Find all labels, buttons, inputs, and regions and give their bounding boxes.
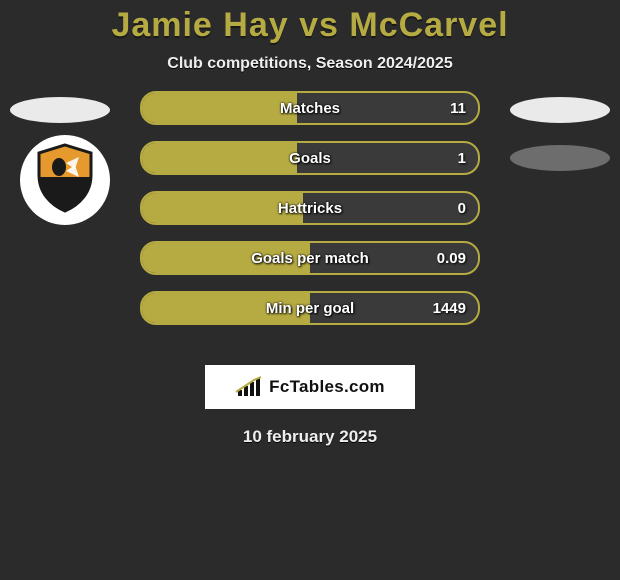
stat-label: Goals: [142, 143, 478, 173]
stat-bar-goals: Goals 1: [140, 141, 480, 175]
stat-bar-min-per-goal: Min per goal 1449: [140, 291, 480, 325]
snapshot-date: 10 february 2025: [0, 427, 620, 447]
stat-value: 1449: [433, 293, 466, 323]
left-club-badge: [20, 135, 110, 225]
brand-chart-icon: [235, 376, 263, 398]
page-subtitle: Club competitions, Season 2024/2025: [0, 55, 620, 73]
stat-label: Goals per match: [142, 243, 478, 273]
stat-label: Min per goal: [142, 293, 478, 323]
club-shield-icon: [35, 143, 95, 218]
stat-value: 0: [458, 193, 466, 223]
stat-value: 1: [458, 143, 466, 173]
right-player-ellipse-2: [510, 145, 610, 171]
stat-value: 11: [450, 93, 466, 123]
page-title: Jamie Hay vs McCarvel: [0, 6, 620, 45]
right-player-ellipse-1: [510, 97, 610, 123]
stat-bar-goals-per-match: Goals per match 0.09: [140, 241, 480, 275]
stat-label: Matches: [142, 93, 478, 123]
comparison-arena: Matches 11 Goals 1 Hattricks 0 Goals per…: [0, 91, 620, 351]
brand-box[interactable]: FcTables.com: [205, 365, 415, 409]
stat-label: Hattricks: [142, 193, 478, 223]
left-player-ellipse-1: [10, 97, 110, 123]
stat-value: 0.09: [437, 243, 466, 273]
stat-bar-matches: Matches 11: [140, 91, 480, 125]
stat-bars: Matches 11 Goals 1 Hattricks 0 Goals per…: [140, 91, 480, 341]
brand-name: FcTables.com: [269, 377, 385, 397]
stat-bar-hattricks: Hattricks 0: [140, 191, 480, 225]
